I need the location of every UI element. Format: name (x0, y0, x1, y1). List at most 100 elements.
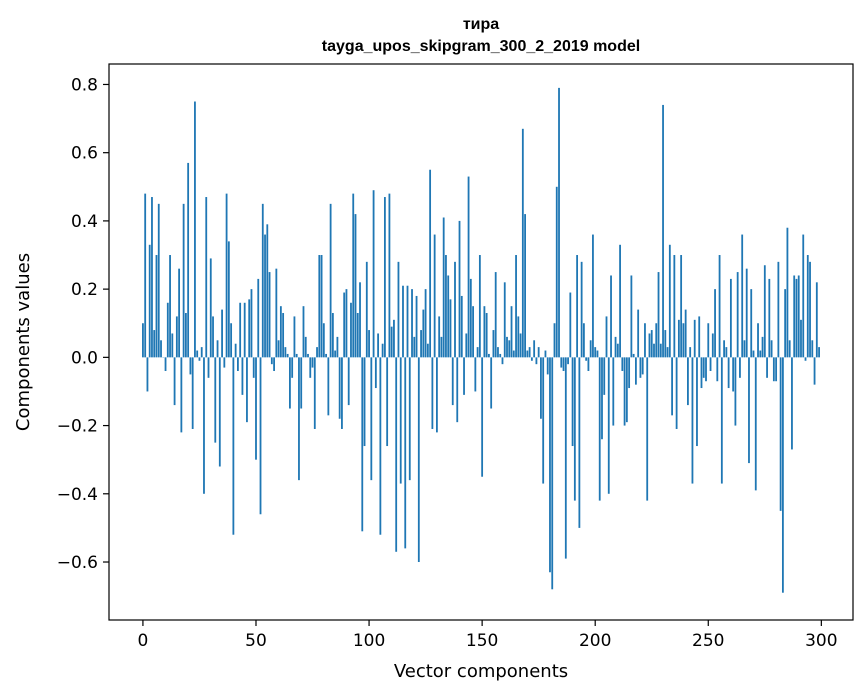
bar (191, 357, 194, 429)
bar (759, 350, 762, 358)
bar (519, 333, 522, 358)
bar (788, 340, 791, 358)
bar (497, 347, 499, 358)
bar (711, 333, 714, 358)
bar (205, 197, 208, 358)
bar (791, 357, 793, 450)
bar (641, 357, 644, 375)
bar (322, 323, 325, 358)
bar (377, 333, 380, 358)
bar (275, 268, 278, 358)
bar (818, 347, 820, 358)
bar (465, 333, 468, 358)
bar (243, 302, 246, 358)
bar (164, 357, 167, 371)
bar (458, 220, 461, 358)
bar (445, 255, 447, 358)
bar (182, 203, 185, 358)
bar (336, 336, 339, 358)
bar (607, 357, 610, 494)
bar (662, 104, 664, 358)
bar (540, 357, 542, 419)
bar (350, 302, 352, 358)
bar (571, 357, 574, 447)
bar (567, 357, 569, 365)
bar (221, 309, 223, 358)
bar (173, 357, 176, 406)
bar (644, 323, 646, 358)
bar (311, 357, 314, 368)
bar (578, 357, 581, 528)
bar (379, 357, 382, 535)
bar (230, 323, 233, 358)
bar (200, 347, 203, 358)
bar (359, 282, 361, 358)
bar (383, 197, 386, 358)
bar (309, 357, 312, 378)
bar (148, 244, 151, 358)
bar (417, 357, 420, 563)
bar (612, 357, 615, 426)
bar (327, 357, 330, 416)
x-tick-label: 100 (353, 631, 385, 651)
bar (682, 323, 685, 358)
bar (214, 357, 217, 443)
bar (370, 357, 373, 481)
bar (481, 357, 484, 477)
bar (345, 289, 348, 358)
bar (246, 357, 248, 423)
bar (806, 255, 809, 358)
bar (793, 275, 796, 358)
bar (286, 353, 289, 358)
bar (153, 330, 156, 358)
bar (252, 357, 255, 378)
bar (508, 340, 511, 358)
bar (657, 272, 660, 358)
bar (325, 353, 327, 358)
bar (259, 357, 262, 515)
bar (316, 347, 318, 358)
bar (356, 313, 359, 358)
bar (714, 289, 716, 358)
bar (492, 330, 495, 358)
bar (698, 316, 701, 358)
bar (171, 333, 174, 358)
bar (386, 357, 389, 447)
bar (212, 316, 214, 358)
bar (741, 234, 744, 358)
y-axis-ticks: −0.6 −0.4 −0.2 0.0 0.2 0.4 0.6 0.8 (57, 75, 109, 573)
bar (696, 357, 698, 447)
bar (261, 203, 264, 358)
bar (693, 319, 696, 358)
bar (752, 350, 755, 358)
bar (490, 357, 493, 409)
bar (802, 234, 805, 358)
bar (646, 357, 649, 501)
bar (610, 275, 612, 358)
bar (671, 357, 673, 416)
bar (338, 357, 341, 419)
bar (411, 289, 413, 358)
bar (393, 319, 395, 358)
bar (795, 278, 798, 358)
bar (160, 340, 162, 358)
bar (732, 357, 735, 392)
bar (781, 357, 784, 593)
bar (218, 357, 221, 467)
bar (155, 255, 158, 358)
bar (739, 357, 741, 378)
bar (300, 357, 303, 409)
bar (766, 357, 768, 378)
bar (467, 176, 470, 358)
bar (413, 336, 416, 358)
bar (279, 306, 282, 358)
bar (402, 285, 404, 358)
bar (675, 357, 678, 429)
bar (166, 302, 169, 358)
bar (526, 350, 529, 358)
y-tick-label: 0.2 (71, 280, 98, 300)
bar (451, 357, 454, 406)
bar (544, 350, 547, 358)
bar (716, 357, 719, 382)
bar (456, 357, 459, 423)
